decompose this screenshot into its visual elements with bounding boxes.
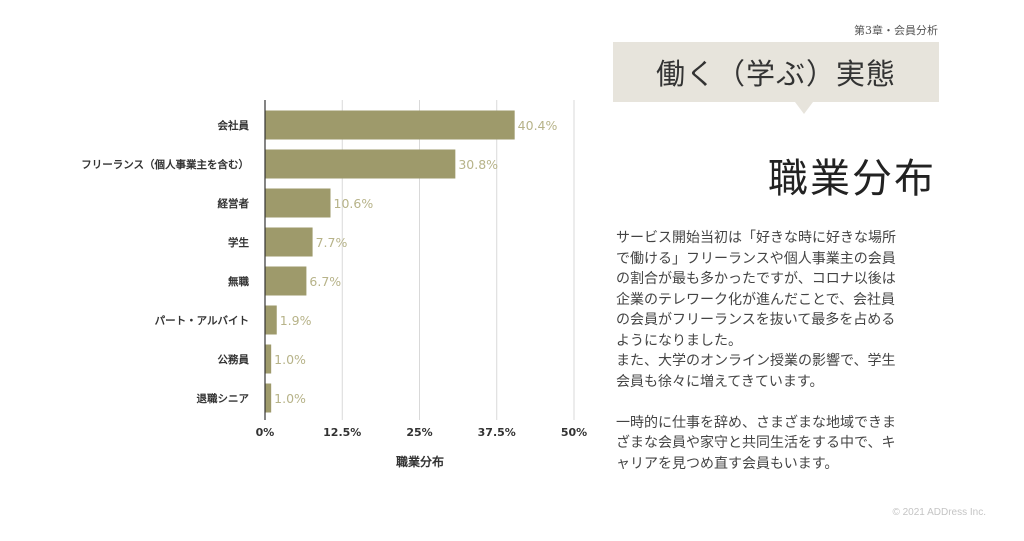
- section-title-box: 働く（学ぶ）実態: [613, 42, 939, 114]
- bar: [265, 344, 272, 374]
- category-label: 無職: [228, 275, 249, 288]
- bar-value-label: 30.8%: [458, 157, 498, 172]
- category-label: 会社員: [218, 119, 250, 132]
- bar: [265, 188, 331, 218]
- chapter-label: 第3章・会員分析: [854, 24, 938, 37]
- x-tick-label: 37.5%: [478, 426, 516, 439]
- bar: [265, 227, 313, 257]
- bar-value-label: 1.0%: [274, 391, 306, 406]
- x-tick-label: 25%: [406, 426, 432, 439]
- category-label: パート・アルバイト: [155, 315, 249, 327]
- x-tick-label: 12.5%: [323, 426, 361, 439]
- bar-value-label: 40.4%: [518, 118, 558, 133]
- category-label: 経営者: [218, 197, 250, 210]
- bar: [265, 110, 515, 140]
- category-label: 退職シニア: [197, 392, 250, 405]
- page-subtitle: 職業分布: [768, 156, 936, 202]
- bar: [265, 305, 277, 335]
- description-text: サービス開始当初は「好きな時に好きな場所 で働ける」フリーランスや個人事業主の会…: [616, 230, 896, 472]
- category-label: 学生: [228, 236, 249, 249]
- copyright: © 2021 ADDress Inc.: [892, 507, 986, 518]
- section-title: 働く（学ぶ）実態: [655, 57, 896, 91]
- bar: [265, 149, 456, 179]
- category-label: フリーランス（個人事業主を含む）: [81, 158, 249, 171]
- bar-value-label: 1.0%: [274, 352, 306, 367]
- bar: [265, 383, 272, 413]
- category-label: 公務員: [218, 353, 250, 366]
- bar-value-label: 7.7%: [316, 235, 348, 250]
- x-tick-label: 0%: [256, 426, 275, 439]
- bar-value-label: 10.6%: [334, 196, 374, 211]
- bar: [265, 266, 307, 296]
- bar-value-label: 6.7%: [309, 274, 341, 289]
- x-tick-label: 50%: [561, 426, 587, 439]
- x-axis-label: 職業分布: [396, 454, 444, 469]
- bar-value-label: 1.9%: [280, 313, 312, 328]
- occupation-bar-chart: 40.4% 会社員 30.8% フリーランス（個人事業主を含む） 10.6% 経営者 7.7…: [81, 100, 587, 469]
